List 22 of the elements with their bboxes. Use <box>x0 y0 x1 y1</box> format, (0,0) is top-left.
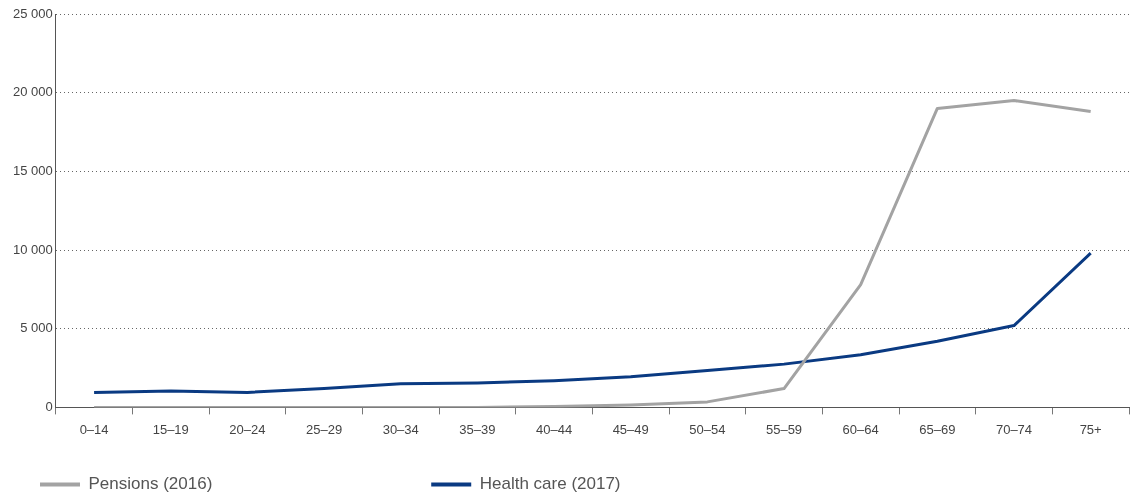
x-tick-label: 35–39 <box>459 421 496 437</box>
y-tick-label: 10 000 <box>13 241 53 257</box>
x-tick-label: 70–74 <box>995 421 1033 437</box>
y-tick-label: 25 000 <box>13 5 53 21</box>
y-tick-label: 15 000 <box>13 162 53 178</box>
legend-label: Health care (2017) <box>479 474 810 494</box>
x-tick-label: 50–54 <box>689 421 726 437</box>
y-tick-label: 5 000 <box>20 320 53 336</box>
y-tick-label: 0 <box>45 398 53 414</box>
x-tick-label: 15–19 <box>152 421 189 437</box>
x-tick-label: 65–69 <box>919 421 956 437</box>
y-tick-label: 20 000 <box>13 84 53 100</box>
x-tick-label: 0–14 <box>79 421 109 437</box>
x-tick-label: 25–29 <box>305 421 343 437</box>
x-tick-label: 45–49 <box>612 421 649 437</box>
x-tick-label: 20–24 <box>229 421 266 437</box>
x-tick-label: 30–34 <box>382 421 419 437</box>
x-tick-label: 40–44 <box>535 421 573 437</box>
x-tick-label: 55–59 <box>765 421 803 437</box>
legend-label: Pensions (2016) <box>88 474 402 494</box>
x-tick-label: 60–64 <box>842 421 879 437</box>
x-tick-label: 75+ <box>1079 421 1102 437</box>
